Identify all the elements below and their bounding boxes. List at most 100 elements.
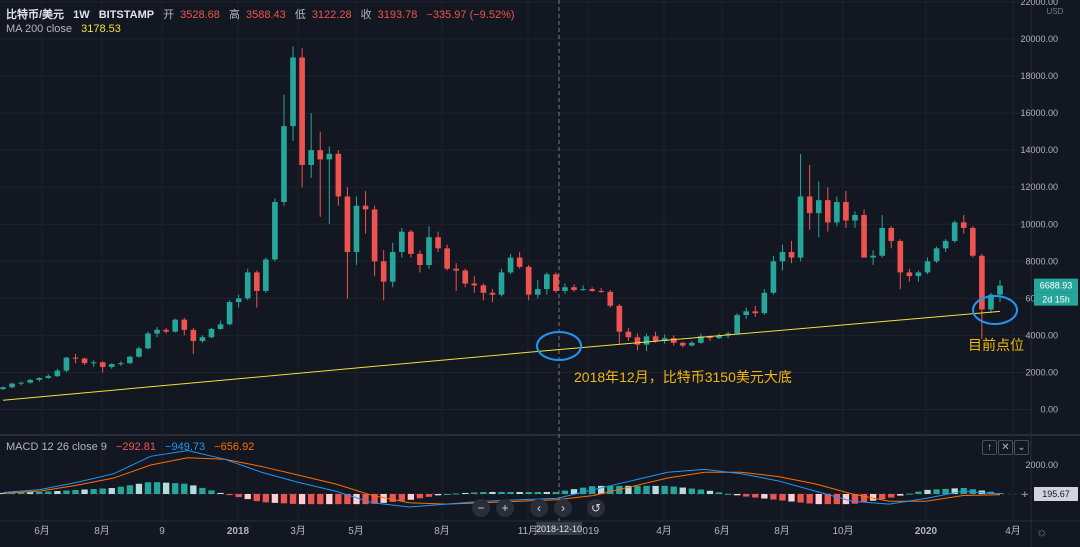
candle-body — [861, 214, 867, 258]
close-pane-icon[interactable]: ✕ — [998, 440, 1013, 455]
price-tick-label: 18000.00 — [1020, 71, 1058, 81]
candle-body — [643, 336, 650, 345]
macd-histogram-bar — [679, 487, 686, 494]
candle-body — [997, 285, 1003, 295]
time-tick-label: 6月 — [714, 525, 730, 537]
move-up-icon[interactable]: ↑ — [982, 440, 997, 455]
candle-body — [127, 356, 133, 364]
time-tick-label: 11月 — [518, 525, 538, 537]
macd-histogram-bar — [72, 490, 79, 494]
macd-histogram-bar — [715, 492, 723, 494]
reset-chart-button[interactable]: ↺ — [587, 499, 605, 517]
macd-line-value: −949.73 — [165, 441, 206, 453]
candle-body — [752, 311, 759, 314]
candle-body — [190, 329, 197, 341]
candle-body — [589, 289, 595, 291]
macd-histogram-bar — [670, 486, 677, 494]
candle-body — [408, 231, 414, 254]
time-tick-label: 6月 — [34, 525, 50, 537]
price-tick-label: 8000.00 — [1025, 256, 1058, 266]
candle-body — [788, 252, 795, 258]
price-tick-label: 0.00 — [1040, 405, 1058, 415]
macd-histogram-bar — [353, 494, 360, 505]
macd-histogram-bar — [27, 492, 34, 494]
symbol-label[interactable]: 比特币/美元 — [6, 9, 65, 21]
currency-label: USD — [1047, 7, 1064, 16]
bottom-highlight-ellipse — [536, 331, 582, 361]
macd-histogram-bar — [471, 492, 478, 494]
macd-histogram-bar — [480, 491, 487, 494]
macd-histogram-bar — [453, 493, 460, 495]
candle-body — [181, 319, 188, 330]
candle-body — [716, 335, 722, 339]
candle-body — [698, 336, 704, 343]
candle-body — [54, 370, 61, 377]
candle-body — [163, 329, 169, 332]
zoom-in-button[interactable]: + — [496, 499, 514, 517]
macd-histogram-bar — [362, 494, 369, 505]
macd-histogram-bar — [407, 494, 415, 500]
price-tick-label: 22000.00 — [1020, 0, 1058, 7]
candle-body — [118, 363, 124, 365]
macd-histogram-bar — [371, 494, 378, 504]
candle-body — [607, 291, 614, 306]
interval-label[interactable]: 1W — [73, 9, 90, 21]
time-tick-label: 8月 — [774, 525, 790, 537]
scroll-left-button[interactable]: ‹ — [530, 499, 548, 517]
candle-body — [317, 150, 324, 160]
candle-body — [208, 328, 215, 338]
candle-body — [172, 319, 179, 332]
ma-legend[interactable]: MA 200 close 3178.53 — [6, 23, 127, 35]
macd-histogram-bar — [317, 494, 324, 505]
macd-histogram-bar — [126, 485, 134, 494]
macd-histogram-bar — [416, 494, 424, 499]
candle-body — [81, 358, 88, 364]
time-tick-label: 3月 — [290, 525, 306, 537]
macd-histogram-bar — [443, 493, 451, 495]
open-value: 3528.68 — [180, 9, 220, 21]
macd-value-tag — [1034, 487, 1078, 501]
time-tick-label: 2019 — [577, 526, 600, 537]
zoom-out-button[interactable]: − — [472, 499, 490, 517]
price-tick-label: 20000.00 — [1020, 34, 1058, 44]
macd-histogram-bar — [706, 490, 714, 494]
time-tick-label: 8月 — [434, 525, 450, 537]
candle-body — [326, 153, 333, 160]
candle-body — [761, 292, 768, 314]
macd-histogram-bar — [851, 494, 859, 504]
macd-histogram-bar — [625, 485, 632, 494]
macd-histogram-bar — [54, 491, 61, 494]
candle-body — [90, 362, 97, 364]
candle-body — [734, 315, 740, 334]
macd-legend[interactable]: MACD 12 26 close 9 −292.81 −949.73 −656.… — [6, 441, 260, 453]
time-tick-label: 8月 — [94, 525, 110, 537]
candle-body — [371, 209, 378, 262]
price-tick-label: 14000.00 — [1020, 145, 1058, 155]
candle-body — [462, 270, 469, 284]
settings-icon[interactable]: ☼ — [1036, 524, 1048, 539]
current-highlight-ellipse — [972, 295, 1018, 325]
time-tick-label: 9 — [159, 526, 165, 537]
macd-histogram-bar — [425, 494, 433, 497]
candle-body — [544, 274, 550, 290]
macd-histogram-bar — [643, 485, 650, 494]
candle-body — [498, 272, 505, 295]
macd-histogram-bar — [181, 483, 188, 494]
candle-body — [679, 342, 686, 346]
macd-histogram-bar — [661, 485, 668, 494]
macd-histogram-bar — [226, 494, 233, 496]
scroll-right-button[interactable]: › — [554, 499, 572, 517]
annotation-2018-bottom: 2018年12月，比特币3150美元大底 — [574, 369, 792, 385]
candle-body — [398, 231, 405, 253]
macd-histogram-bar — [398, 494, 405, 501]
macd-histogram-bar — [462, 492, 469, 494]
macd-histogram-bar — [153, 482, 161, 494]
macd-histogram-bar — [162, 482, 170, 494]
candle-body — [598, 290, 605, 292]
macd-histogram-bar — [779, 494, 786, 501]
collapse-icon[interactable]: ⌄ — [1014, 440, 1029, 455]
macd-histogram-bar — [489, 491, 496, 494]
annotation-current: 目前点位 — [968, 337, 1024, 353]
candle-body — [852, 214, 858, 221]
